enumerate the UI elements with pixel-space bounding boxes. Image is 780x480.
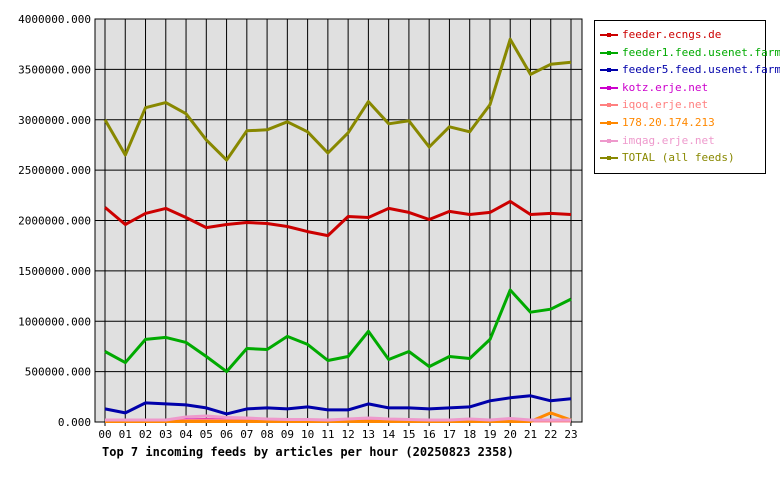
legend-item: iqoq.erje.net xyxy=(595,96,765,114)
y-axis-labels: 0.000 500000.000 1000000.000 1500000.000 200… xyxy=(18,13,91,429)
legend-swatch xyxy=(600,33,618,37)
legend-item: imqag.erje.net xyxy=(595,132,765,150)
x-tick-label: 22 xyxy=(544,428,557,441)
x-axis-labels: 00 01 02 03 04 05 06 07 08 09 10 11 12 13 14 15 16 17 18 19… xyxy=(98,428,577,441)
legend-swatch xyxy=(600,103,618,108)
legend-item: feeder5.feed.usenet.farm xyxy=(595,61,780,79)
series-line-5 xyxy=(105,411,572,423)
x-tick-label: 23 xyxy=(564,428,577,441)
legend-label: kotz.erje.net xyxy=(622,80,709,94)
x-tick-label: 16 xyxy=(423,428,436,441)
x-tick-label: 12 xyxy=(342,428,355,441)
legend-label: feeder5.feed.usenet.farm xyxy=(622,63,780,77)
legend: feeder.ecngs.de feeder1.feed.usenet.farm f… xyxy=(594,20,780,174)
legend-label: TOTAL (all feeds) xyxy=(622,151,735,165)
legend-item: TOTAL (all feeds) xyxy=(595,149,765,167)
x-tick-label: 05 xyxy=(200,428,213,441)
y-tick-label: 3500000.000 xyxy=(18,63,91,76)
x-tick-label: 06 xyxy=(220,428,233,441)
series-line-1 xyxy=(104,288,572,374)
chart-title: Top 7 incoming feeds by articles per hou… xyxy=(102,445,514,459)
legend-swatch xyxy=(600,68,618,73)
legend-swatch xyxy=(600,50,618,55)
x-tick-label: 03 xyxy=(159,428,172,441)
legend-swatch xyxy=(600,85,618,90)
y-tick-label: 2000000.000 xyxy=(18,215,91,228)
x-tick-label: 09 xyxy=(281,428,294,441)
x-tick-label: 10 xyxy=(301,428,314,441)
x-tick-label: 17 xyxy=(443,428,456,441)
legend-label: 178.20.174.213 xyxy=(622,115,715,129)
legend-item: feeder.ecngs.de xyxy=(595,26,765,44)
x-tick-label: 00 xyxy=(98,428,111,441)
x-tick-label: 19 xyxy=(483,428,496,441)
series-line-2 xyxy=(104,394,572,416)
series-line-0 xyxy=(104,199,572,238)
x-tick-label: 11 xyxy=(321,428,334,441)
legend-item: kotz.erje.net xyxy=(595,79,765,97)
x-tick-label: 02 xyxy=(139,428,152,441)
x-tick-label: 01 xyxy=(119,428,132,441)
legend-swatch xyxy=(600,138,618,143)
x-tick-label: 08 xyxy=(260,428,273,441)
x-tick-label: 07 xyxy=(240,428,253,441)
legend-label: iqoq.erje.net xyxy=(622,98,709,112)
legend-item: 178.20.174.213 xyxy=(595,114,765,132)
legend-label: imqag.erje.net xyxy=(622,133,715,147)
legend-item: feeder1.feed.usenet.farm xyxy=(595,44,780,62)
x-tick-label: 15 xyxy=(402,428,415,441)
y-tick-label: 3000000.000 xyxy=(18,114,91,127)
x-tick-label: 14 xyxy=(382,428,396,441)
x-tick-label: 20 xyxy=(504,428,517,441)
legend-swatch xyxy=(600,120,618,125)
y-tick-label: 500000.000 xyxy=(25,366,91,379)
series-line-7 xyxy=(103,37,572,162)
y-tick-label: 4000000.000 xyxy=(18,13,91,26)
y-tick-label: 1000000.000 xyxy=(18,315,91,328)
series-line-6 xyxy=(105,414,571,422)
x-tick-label: 13 xyxy=(362,428,375,441)
legend-label: feeder1.feed.usenet.farm xyxy=(622,45,780,59)
series-lines xyxy=(103,37,572,423)
x-tick-label: 18 xyxy=(463,428,476,441)
x-tick-label: 04 xyxy=(179,428,193,441)
legend-label: feeder.ecngs.de xyxy=(622,28,722,41)
x-tick-label: 21 xyxy=(524,428,537,441)
y-tick-label: 2500000.000 xyxy=(18,164,91,177)
y-tick-label: 0.000 xyxy=(58,416,91,429)
y-tick-label: 1500000.000 xyxy=(18,265,91,278)
legend-swatch xyxy=(600,156,618,161)
